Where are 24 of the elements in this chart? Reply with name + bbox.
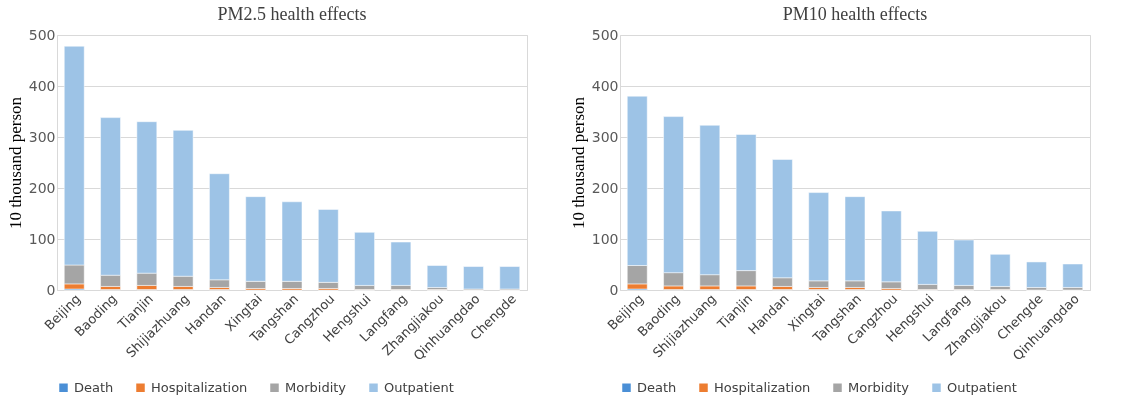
y-tick-label: 500	[28, 26, 56, 43]
y-axis-title: 10 thousand person	[5, 96, 25, 230]
y-tick-label: 200	[591, 179, 619, 196]
y-axis-title: 10 thousand person	[568, 96, 588, 230]
y-tick-label: 100	[591, 230, 619, 247]
y-tick-label: 400	[28, 77, 56, 94]
legend-label: Outpatient	[384, 379, 454, 395]
y-tick-label: 0	[46, 281, 56, 298]
legend-label: Morbidity	[848, 379, 910, 395]
chart-title: PM10 health effects	[782, 4, 928, 24]
chart-title: PM2.5 health effects	[217, 4, 367, 24]
legend-label: Death	[637, 379, 677, 395]
y-tick-label: 500	[591, 26, 619, 43]
legend-label: Outpatient	[947, 379, 1017, 395]
y-tick-label: 100	[28, 230, 56, 247]
legend-label: Morbidity	[285, 379, 347, 395]
legend-label: Hospitalization	[151, 379, 248, 395]
y-tick-label: 200	[28, 179, 56, 196]
y-tick-label: 0	[609, 281, 619, 298]
y-tick-label: 300	[28, 128, 56, 145]
legend-label: Hospitalization	[714, 379, 811, 395]
legend-label: Death	[74, 379, 114, 395]
y-tick-label: 400	[591, 77, 619, 94]
y-tick-label: 300	[591, 128, 619, 145]
